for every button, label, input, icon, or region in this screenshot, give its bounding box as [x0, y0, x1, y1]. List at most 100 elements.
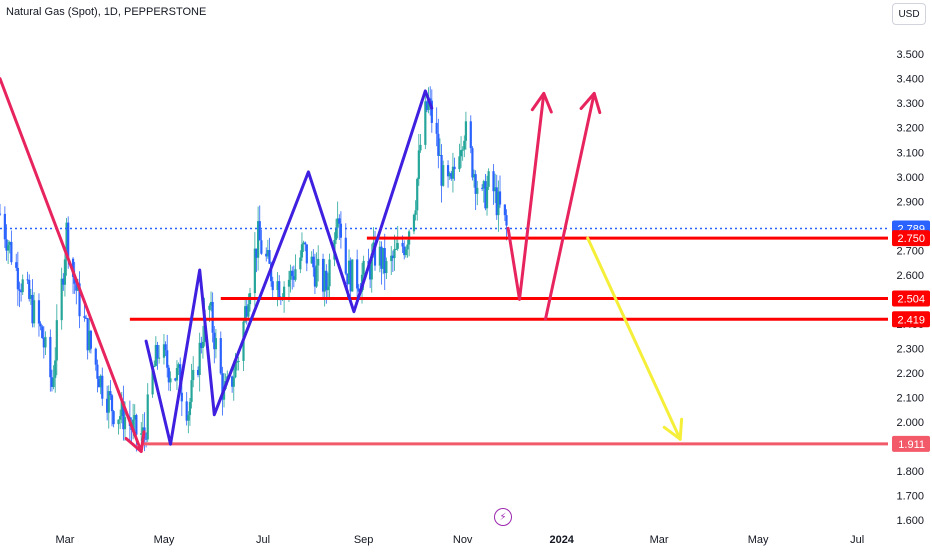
- lightning-bolt-icon[interactable]: ⚡: [494, 508, 512, 526]
- candle-body: [209, 301, 213, 306]
- candle-body: [417, 150, 420, 179]
- candle-body: [347, 260, 351, 285]
- candle-body: [401, 242, 404, 247]
- candle-body: [325, 270, 328, 291]
- candle-body: [294, 269, 297, 280]
- candle-body: [373, 242, 377, 266]
- candle-body: [175, 367, 179, 381]
- candle-body: [356, 259, 359, 289]
- candle-body: [346, 273, 349, 285]
- candle-body: [63, 259, 67, 285]
- levels-layer: [0, 227, 888, 446]
- candle-body: [94, 348, 97, 365]
- candle-body: [424, 101, 427, 145]
- candle-body: [440, 155, 443, 186]
- candle-body: [403, 246, 406, 256]
- currency-button[interactable]: USD: [892, 3, 926, 25]
- candle-body: [119, 416, 122, 420]
- candle-body: [41, 326, 44, 338]
- candle-body: [435, 122, 438, 134]
- y-tick-label: 1.800: [896, 466, 924, 478]
- candle-body: [265, 253, 268, 257]
- candle-body: [200, 342, 203, 349]
- candle-body: [135, 415, 138, 435]
- candle-body: [390, 255, 393, 262]
- candle-body: [83, 316, 86, 318]
- candle-body: [167, 367, 170, 383]
- candle-body: [498, 191, 502, 205]
- candle-body: [453, 166, 456, 170]
- candle-body: [214, 338, 218, 350]
- candle-body: [414, 210, 417, 215]
- candle-body: [154, 344, 157, 366]
- candle-body: [7, 244, 10, 251]
- candle-body: [344, 237, 347, 274]
- x-tick-label: Mar: [55, 534, 74, 546]
- candle-body: [42, 337, 45, 348]
- candle-body: [474, 174, 477, 194]
- candle-body: [153, 365, 156, 367]
- candle-body: [192, 369, 195, 381]
- candle-body: [44, 336, 47, 348]
- candle-body: [54, 360, 57, 378]
- candle-body: [461, 149, 464, 151]
- candle-body: [425, 101, 429, 110]
- candle-body: [247, 304, 250, 317]
- candle-body: [310, 256, 313, 264]
- candle-body: [86, 318, 89, 351]
- x-tick-label: May: [154, 534, 175, 546]
- candle-body: [78, 283, 81, 317]
- candle-body: [481, 187, 484, 189]
- candle-body: [39, 323, 42, 327]
- y-tick-label: 2.700: [896, 245, 924, 257]
- candle-body: [132, 419, 135, 430]
- candle-body: [15, 262, 18, 268]
- level-label-2.750-bg: [892, 230, 930, 247]
- x-tick-label: Sep: [354, 534, 374, 546]
- candle-body: [299, 257, 302, 270]
- candle-body: [133, 415, 136, 420]
- wave-path: [144, 89, 434, 446]
- candle-body: [503, 204, 506, 216]
- candle-body: [338, 218, 341, 224]
- candle-body: [180, 392, 183, 402]
- candle-body: [442, 165, 445, 186]
- candle-body: [145, 438, 148, 440]
- candle-body: [107, 391, 110, 413]
- candle-body: [362, 260, 365, 275]
- candle-body: [270, 263, 273, 282]
- candle-body: [32, 300, 36, 324]
- y-tick-label: 2.100: [896, 393, 924, 405]
- y-tick-label: 3.200: [896, 123, 924, 135]
- candle-body: [471, 148, 474, 178]
- candle-body: [62, 278, 65, 285]
- candle-body: [430, 100, 433, 123]
- candle-body: [187, 415, 190, 421]
- candle-body: [258, 221, 261, 241]
- candle-body: [31, 294, 34, 324]
- candle-body: [370, 253, 373, 280]
- candle-body: [55, 320, 58, 361]
- level-label-2.419-bg: [892, 311, 930, 328]
- candle-body: [266, 250, 269, 257]
- candle-body: [75, 283, 78, 291]
- candle-body: [492, 171, 495, 192]
- candle-body: [292, 276, 295, 280]
- candle-body: [123, 417, 127, 430]
- candle-body: [427, 98, 430, 110]
- candle-body: [221, 373, 224, 400]
- candle-body: [26, 279, 29, 281]
- candle-body: [291, 270, 294, 277]
- candle-body: [120, 401, 123, 417]
- candle-body: [67, 222, 70, 259]
- candle-body: [201, 341, 205, 349]
- candle-body: [339, 223, 343, 238]
- y-tick-label: 3.500: [896, 49, 924, 61]
- candle-body: [101, 375, 104, 399]
- candle-body: [122, 401, 125, 430]
- y-tick-label: 2.900: [896, 196, 924, 208]
- candle-body: [169, 378, 172, 383]
- candle-body: [328, 259, 331, 287]
